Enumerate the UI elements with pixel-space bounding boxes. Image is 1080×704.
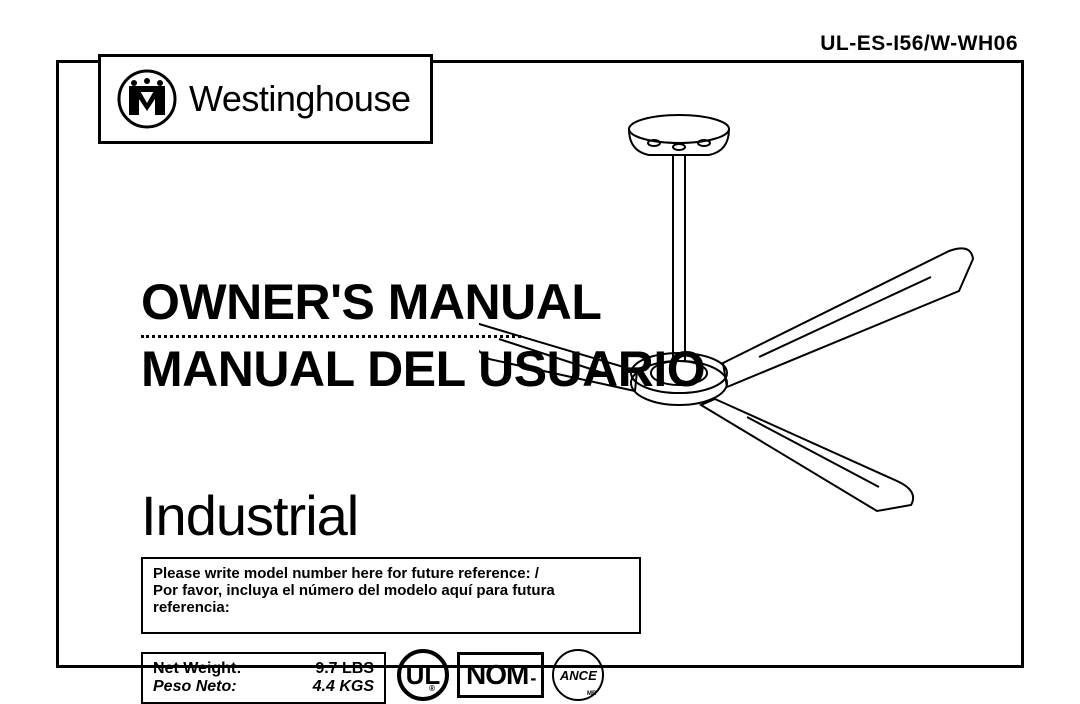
title-spanish: MANUAL DEL USUARIO <box>141 340 705 398</box>
brand-logo-box: Westinghouse <box>98 54 433 144</box>
title-english: OWNER'S MANUAL <box>141 273 705 331</box>
westinghouse-logo-icon <box>117 69 177 129</box>
model-reference-box: Please write model number here for futur… <box>141 557 641 634</box>
reference-text-en: Please write model number here for futur… <box>153 565 629 582</box>
ance-text: ANCE <box>560 668 597 683</box>
title-block: OWNER'S MANUAL MANUAL DEL USUARIO <box>141 273 705 398</box>
weight-row-es: Peso Neto: 4.4 KGS <box>153 678 374 696</box>
weight-row-en: Net Weight: 9.7 LBS <box>153 660 374 678</box>
reference-text-es: Por favor, incluya el número del modelo … <box>153 582 629 616</box>
weight-label-es: Peso Neto: <box>153 678 237 696</box>
certification-row: UL ® NOM - ANCE MR <box>397 649 604 701</box>
product-subtitle: Industrial <box>141 483 358 548</box>
nom-badge-icon: NOM - <box>457 652 544 698</box>
model-number: UL-ES-I56/W-WH06 <box>820 32 1018 56</box>
ul-badge-icon: UL ® <box>397 649 449 701</box>
ance-mr: MR <box>587 691 596 697</box>
nom-dash: - <box>530 668 535 689</box>
content-frame: OWNER'S MANUAL MANUAL DEL USUARIO Indust… <box>56 60 1024 668</box>
title-divider <box>141 335 521 338</box>
weight-label-en: Net Weight: <box>153 660 242 678</box>
ul-text: UL <box>406 660 441 691</box>
brand-name: Westinghouse <box>189 78 410 120</box>
ance-badge-icon: ANCE MR <box>552 649 604 701</box>
weight-value-es: 4.4 KGS <box>313 678 374 696</box>
nom-text: NOM <box>466 659 528 691</box>
weight-box: Net Weight: 9.7 LBS Peso Neto: 4.4 KGS <box>141 652 386 704</box>
weight-value-en: 9.7 LBS <box>315 660 374 678</box>
registered-symbol: ® <box>429 684 435 693</box>
